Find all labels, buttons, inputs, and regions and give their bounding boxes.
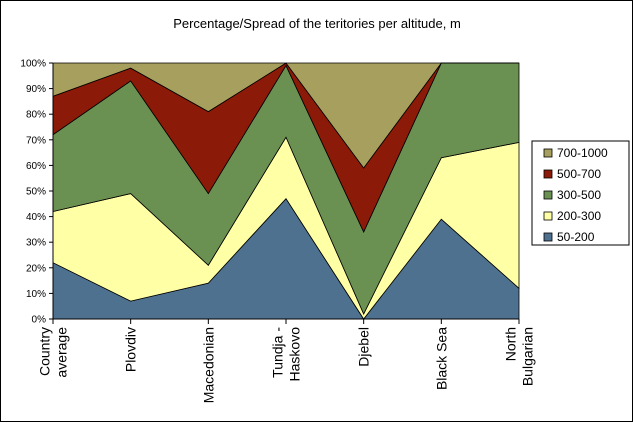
x-tick-label-line: North (503, 327, 519, 361)
legend-label-50-200: 50-200 (557, 230, 595, 244)
x-tick-label-line: Black Sea (433, 327, 449, 390)
x-tick-label: Country average (37, 327, 70, 378)
x-tick-label: Tundja - Haskovo (270, 327, 303, 382)
legend-swatch-500-700 (543, 169, 553, 179)
y-tick-label: 20% (26, 263, 46, 274)
y-tick-label: 40% (26, 212, 46, 223)
x-tick-label-line: Haskovo (287, 327, 303, 382)
x-tick-label: Plovdiv (123, 327, 139, 372)
legend-label-500-700: 500-700 (557, 167, 601, 181)
y-tick-label: 10% (26, 289, 46, 300)
axes-group: 0% 10% 20% 30% 40% 50% 60% 70% 80% 90% 100% Country… (20, 59, 535, 404)
x-tick-label-line: Plovdiv (123, 327, 139, 372)
legend-swatch-50-200 (543, 232, 553, 242)
y-tick-label: 100% (20, 59, 46, 70)
x-tick-label-line: Macedonian (200, 327, 216, 403)
x-tick-label: Black Sea (433, 327, 449, 390)
x-tick-label: Djebel (356, 327, 372, 367)
x-tick-label: Macedonian (200, 327, 216, 403)
y-tick-label: 70% (26, 135, 46, 146)
x-tick-label-line: Country (37, 327, 53, 376)
x-tick-label-line: Tundja - (270, 327, 286, 378)
y-tick-label: 50% (26, 187, 46, 198)
legend-swatch-300-500 (543, 190, 553, 200)
y-tick-label: 80% (26, 110, 46, 121)
chart-title: Percentage/Spread of the teritories per … (173, 16, 461, 31)
legend-swatch-200-300 (543, 211, 553, 221)
y-tick-label: 30% (26, 238, 46, 249)
y-tick-label: 0% (32, 315, 47, 326)
x-tick-label: North Bulgarian (503, 327, 536, 386)
x-tick-label-line: Bulgarian (520, 327, 536, 386)
legend-label-700-1000: 700-1000 (557, 146, 608, 160)
y-tick-label: 90% (26, 84, 46, 95)
legend-label-300-500: 300-500 (557, 188, 601, 202)
legend: 700-1000 500-700 300-500 200-300 50-200 (531, 140, 630, 246)
area-700-1000 (52, 62, 519, 169)
x-tick-label-line: average (54, 327, 70, 378)
legend-swatch-700-1000 (543, 148, 553, 158)
y-tick-label: 60% (26, 161, 46, 172)
legend-label-200-300: 200-300 (557, 209, 601, 223)
x-tick-label-line: Djebel (356, 327, 372, 367)
area-series-group (52, 62, 520, 320)
